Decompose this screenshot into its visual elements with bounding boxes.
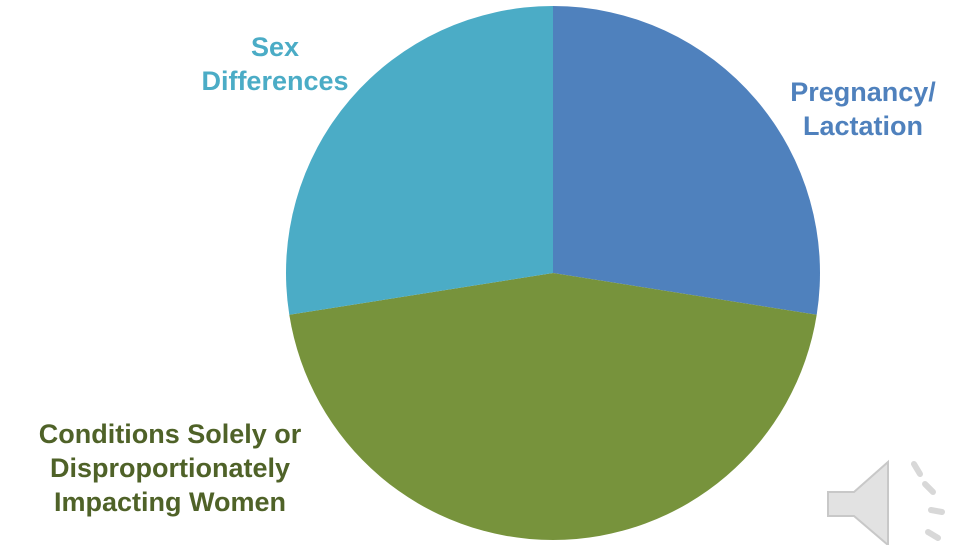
slice-label-line: Impacting Women xyxy=(53,487,287,517)
slice-label-line: Sex xyxy=(250,32,300,62)
slice-label-line: Conditions Solely or xyxy=(38,419,302,449)
slice-label-line: Differences xyxy=(201,66,349,96)
slice-label-sex-differences: Sex Differences xyxy=(185,30,365,98)
slice-label-line: Disproportionately xyxy=(49,453,291,483)
slice-label-line: Pregnancy/ xyxy=(790,77,936,107)
pie-slice-pregnancy-lactation xyxy=(553,6,820,315)
pie-slice-conditions-impacting-women xyxy=(289,273,817,540)
slice-label-conditions-impacting-women: Conditions Solely or Disproportionately … xyxy=(0,417,340,519)
slice-label-line: Lactation xyxy=(802,111,923,141)
speaker-icon[interactable] xyxy=(820,452,961,545)
pie-slice-sex-differences xyxy=(286,6,553,315)
slice-label-pregnancy-lactation: Pregnancy/ Lactation xyxy=(768,75,958,143)
